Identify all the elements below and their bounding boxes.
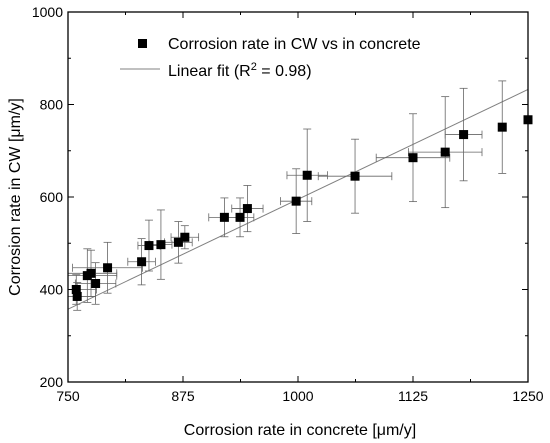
data-point bbox=[137, 257, 147, 267]
x-tick-label: 1000 bbox=[282, 388, 313, 404]
data-point bbox=[91, 278, 101, 288]
data-point bbox=[71, 285, 81, 294]
data-point bbox=[219, 212, 229, 222]
data-point bbox=[350, 171, 360, 181]
y-tick-label: 1000 bbox=[32, 4, 63, 20]
data-point bbox=[173, 237, 183, 247]
data-point bbox=[72, 291, 82, 301]
x-tick-label: 1125 bbox=[398, 388, 428, 404]
data-point bbox=[235, 212, 245, 222]
data-point bbox=[497, 122, 507, 132]
legend-label-data: Corrosion rate in CW vs in concrete bbox=[168, 36, 421, 53]
y-tick-label: 200 bbox=[40, 374, 64, 390]
data-point bbox=[86, 268, 96, 278]
data-point bbox=[291, 196, 301, 206]
legend: Corrosion rate in CW vs in concrete Line… bbox=[120, 36, 421, 80]
data-point bbox=[408, 153, 418, 163]
y-tick-label: 800 bbox=[40, 97, 64, 113]
y-axis-title: Corrosion rate in CW [μm/y] bbox=[7, 98, 24, 296]
x-tick-label: 750 bbox=[56, 388, 80, 404]
data-point bbox=[144, 241, 154, 251]
legend-marker-square bbox=[138, 39, 147, 48]
x-tick-label: 875 bbox=[171, 388, 195, 404]
data-point bbox=[156, 240, 166, 250]
data-point bbox=[459, 130, 469, 140]
data-point bbox=[103, 263, 113, 273]
data-point bbox=[242, 204, 252, 214]
data-point bbox=[180, 232, 190, 242]
x-axis-title: Corrosion rate in concrete [μm/y] bbox=[184, 422, 416, 439]
data-point bbox=[302, 170, 312, 180]
x-tick-label: 1250 bbox=[512, 388, 543, 404]
data-point bbox=[440, 147, 450, 157]
legend-label-fit: Linear fit (R2 = 0.98) bbox=[168, 61, 312, 80]
y-tick-label: 400 bbox=[40, 282, 64, 298]
y-tick-label: 600 bbox=[40, 189, 64, 205]
